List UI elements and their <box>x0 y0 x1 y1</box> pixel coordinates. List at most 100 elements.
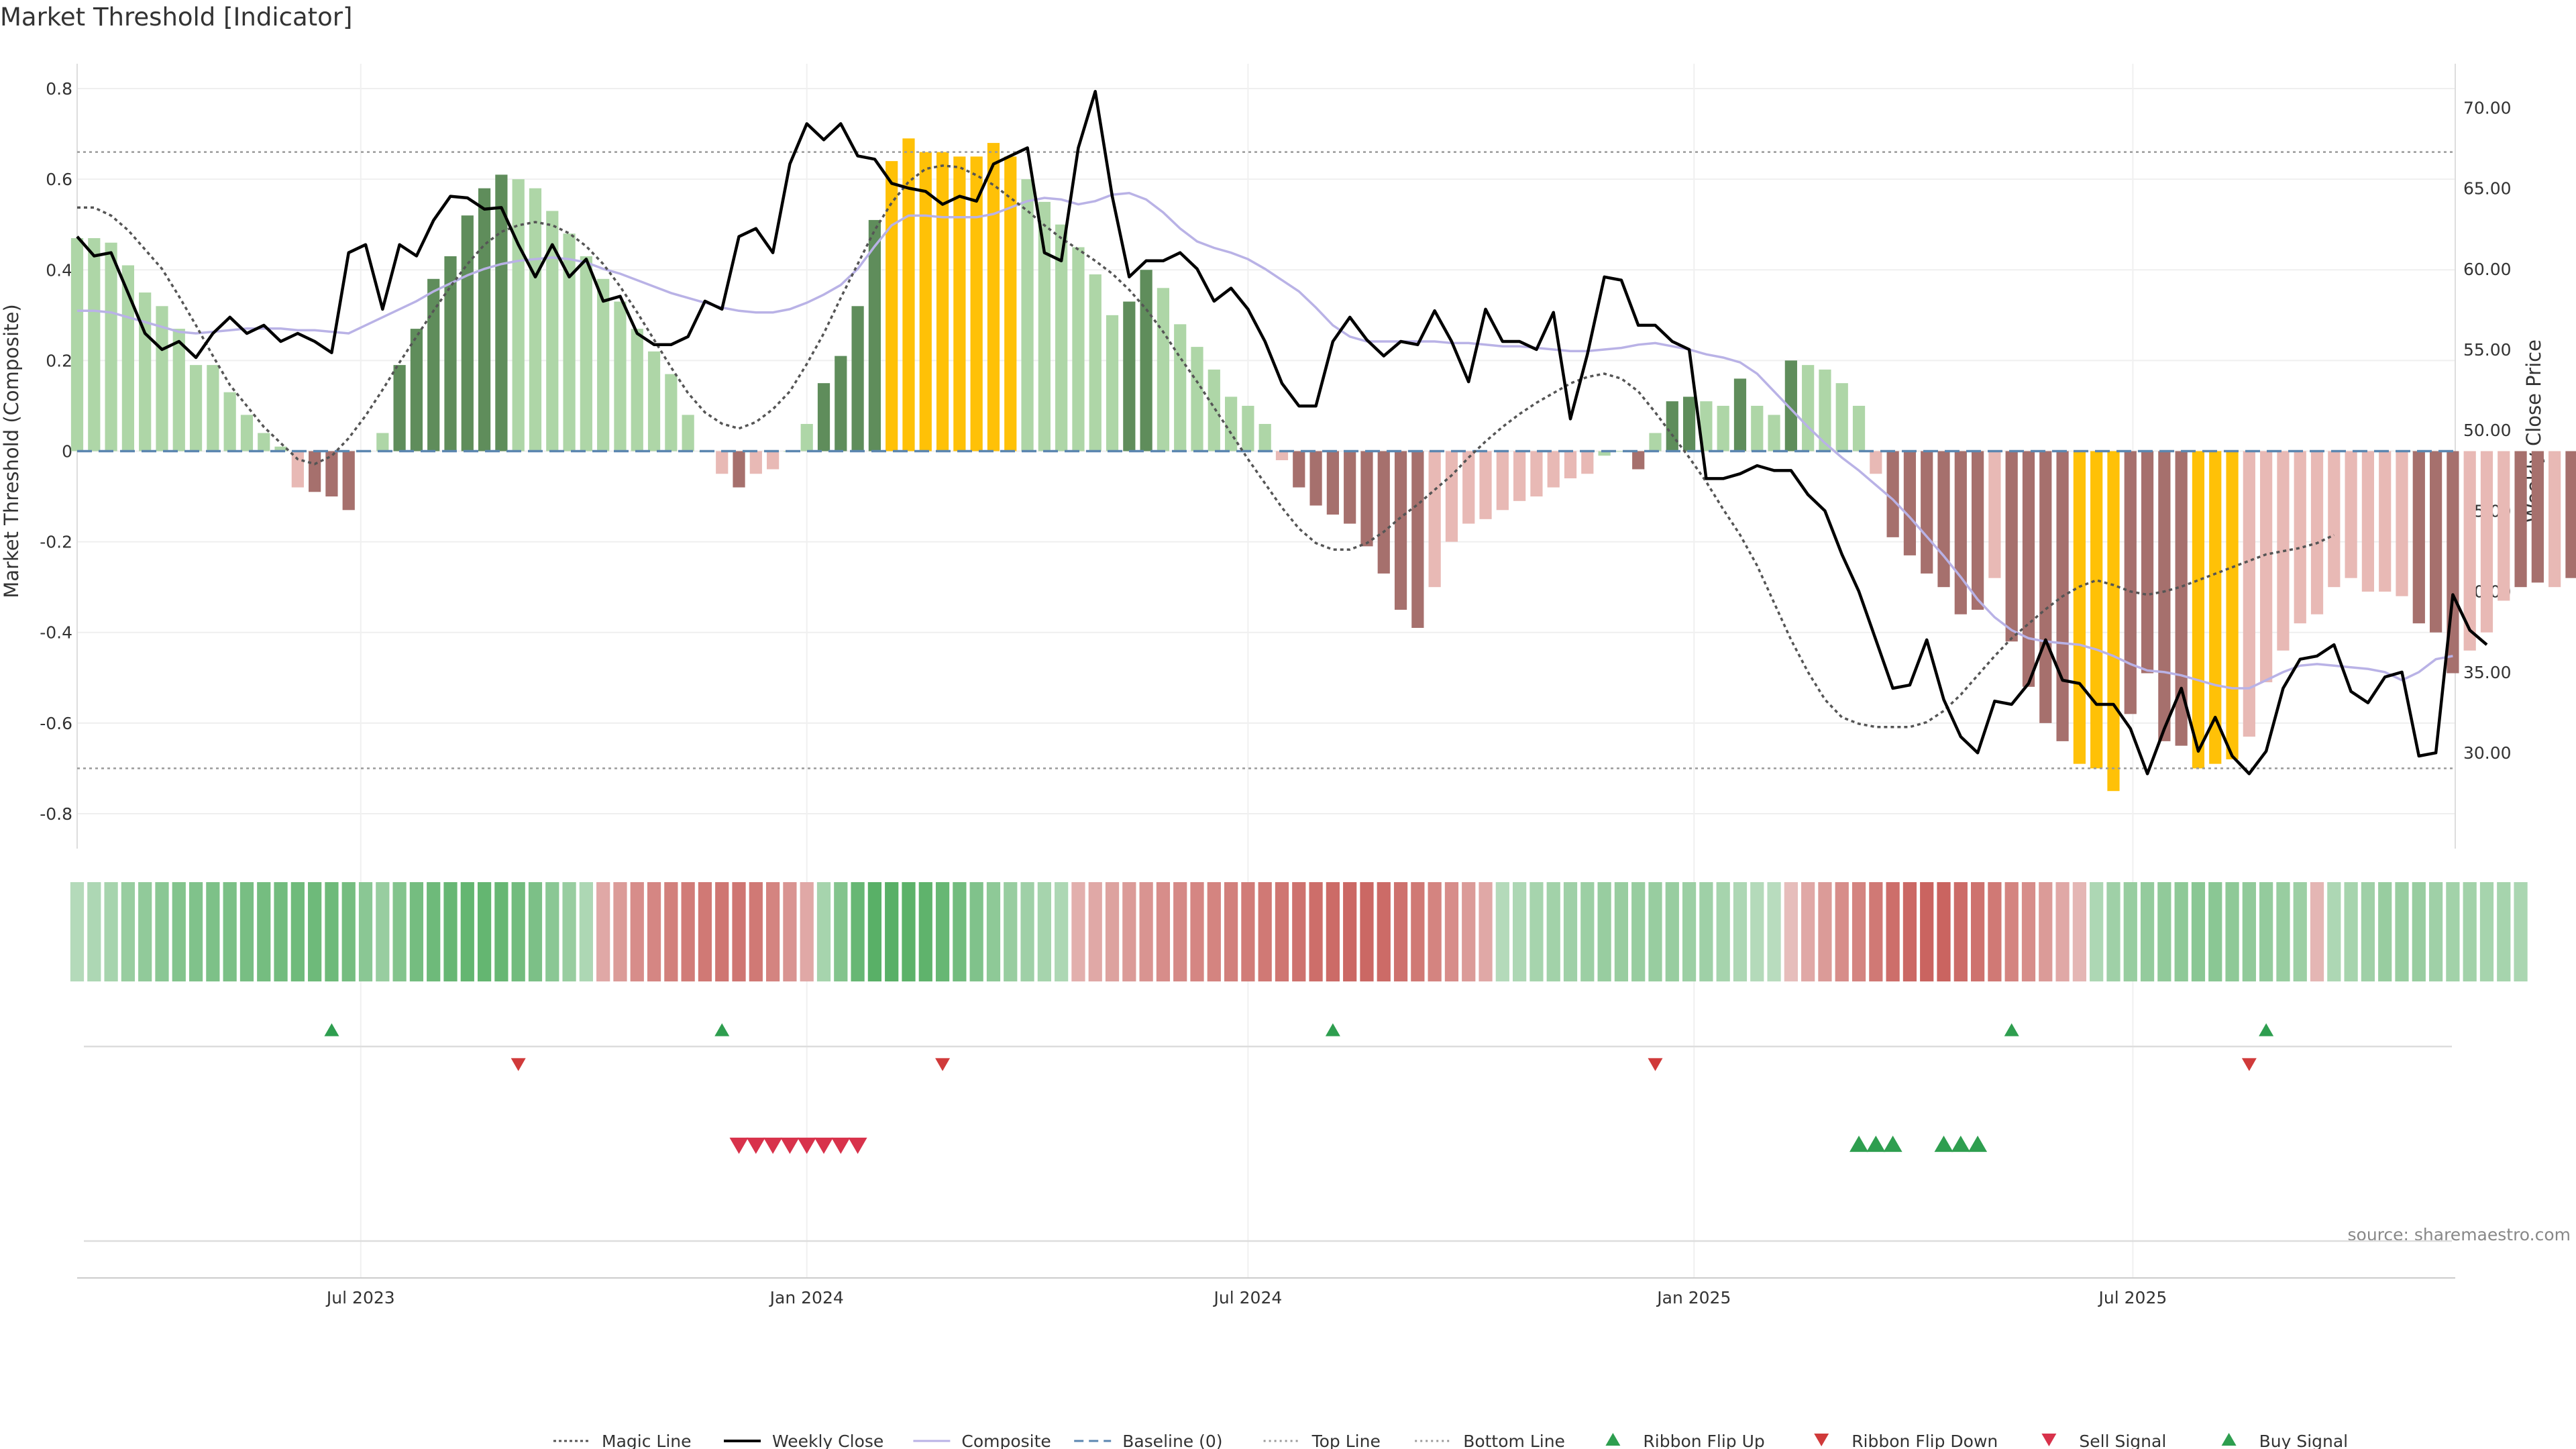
ribbon-cell <box>443 882 458 981</box>
composite-bar <box>1988 451 2001 578</box>
ribbon-cell <box>1224 882 1238 981</box>
buy-signal-marker <box>1968 1135 1988 1152</box>
composite-bar <box>1072 247 1085 451</box>
composite-bar <box>2429 451 2443 633</box>
ribbon-cell <box>1139 882 1153 981</box>
composite-bar <box>716 451 729 474</box>
ribbon-cell <box>1851 882 1866 981</box>
composite-bar <box>2379 451 2392 592</box>
composite-bar <box>1547 451 1560 488</box>
composite-bar <box>749 451 762 474</box>
ribbon-cell <box>766 882 780 981</box>
buy-signal-marker <box>1866 1135 1886 1152</box>
ribbon-cell <box>749 882 763 981</box>
ribbon-cell <box>1818 882 1832 981</box>
ribbon-cell <box>2021 882 2036 981</box>
ribbon-cell <box>613 882 627 981</box>
composite-bar <box>1903 451 1917 555</box>
composite-bar <box>1666 401 1678 451</box>
legend-label: Ribbon Flip Down <box>1851 1432 1998 1449</box>
composite-bar <box>970 156 983 451</box>
x-tick-label: Jul 2024 <box>1213 1288 1283 1307</box>
sell-signal-marker <box>763 1137 783 1155</box>
composite-bar <box>2158 451 2171 741</box>
composite-bar <box>2412 451 2425 624</box>
ribbon-cell <box>1733 882 1748 981</box>
ribbon-cell <box>1479 882 1493 981</box>
composite-bar <box>1038 201 1051 451</box>
composite-bar <box>2565 451 2576 578</box>
composite-bar <box>1360 451 1373 547</box>
ribbon-cell <box>1343 882 1357 981</box>
legend-item: Ribbon Flip Up <box>1605 1432 1765 1449</box>
legend-label: Ribbon Flip Up <box>1643 1432 1764 1449</box>
sell-signal-marker <box>729 1137 749 1155</box>
y2-tick-label: 30.00 <box>2463 743 2512 763</box>
ribbon-cell <box>1444 882 1459 981</box>
composite-bar <box>274 446 287 451</box>
composite-bar <box>936 152 949 451</box>
ribbon-cell <box>1020 882 1034 981</box>
composite-bar <box>1530 451 1543 497</box>
y-tick-label: -0.4 <box>40 623 72 643</box>
composite-bar <box>291 451 304 488</box>
y2-tick-label: 60.00 <box>2463 260 2512 279</box>
composite-bar <box>189 365 203 451</box>
ribbon-cell <box>1953 882 1968 981</box>
composite-bar <box>1819 369 1831 451</box>
buy-signal-marker <box>1883 1135 1902 1152</box>
ribbon-cell <box>681 882 695 981</box>
ribbon-cell <box>1411 882 1425 981</box>
composite-bar <box>1445 451 1458 542</box>
ribbon-cell <box>2174 882 2188 981</box>
legend-label: Magic Line <box>602 1432 692 1449</box>
composite-bar <box>902 138 915 451</box>
ribbon-cell <box>1988 882 2002 981</box>
composite-bar <box>410 329 423 451</box>
composite-bar <box>987 143 1000 451</box>
legend-item: Sell Signal <box>2041 1432 2166 1449</box>
composite-bar <box>2531 451 2544 583</box>
ribbon-flip-down-marker <box>2241 1058 2257 1071</box>
ribbon-cell <box>630 882 644 981</box>
composite-bar <box>2345 451 2357 578</box>
ribbon-flip-down-marker <box>511 1058 526 1071</box>
ribbon-cell <box>2191 882 2206 981</box>
ribbon-cell <box>1546 882 1560 981</box>
composite-bar <box>309 451 321 492</box>
ribbon-cell <box>290 882 305 981</box>
ribbon-flip-up-marker <box>714 1023 730 1036</box>
y-tick-label: 0.6 <box>46 170 72 189</box>
ribbon-cell <box>1105 882 1120 981</box>
composite-bar <box>1682 396 1696 451</box>
composite-bar <box>70 237 84 451</box>
composite-bar <box>1123 301 1136 451</box>
composite-line <box>77 192 2453 690</box>
x-tick-label: Jan 2025 <box>1656 1288 1731 1307</box>
ribbon-cell <box>325 882 339 981</box>
legend-item: Composite <box>913 1432 1051 1449</box>
ribbon-cell <box>2072 882 2087 981</box>
ribbon-cell <box>1190 882 1204 981</box>
sell-signal-marker <box>814 1137 834 1155</box>
composite-bar <box>1581 451 1594 474</box>
ribbon-cell <box>2004 882 2019 981</box>
ribbon-cell <box>1529 882 1544 981</box>
ribbon-cell <box>2378 882 2392 981</box>
composite-bar <box>105 242 117 451</box>
composite-bar <box>1717 405 1729 451</box>
composite-bar <box>1954 451 1967 614</box>
y-tick-label: -0.2 <box>40 533 72 552</box>
ribbon-cell <box>1071 882 1085 981</box>
composite-bar <box>1326 451 1339 515</box>
x-tick-label: Jul 2025 <box>2098 1288 2167 1307</box>
composite-bar <box>2361 451 2375 592</box>
ribbon-cell <box>2090 882 2104 981</box>
composite-bar <box>597 278 610 451</box>
ribbon-cell <box>460 882 474 981</box>
composite-bar <box>2022 451 2035 687</box>
page-title: Market Threshold [Indicator] <box>0 3 353 32</box>
composite-bar <box>1411 451 1424 628</box>
legend-label: Baseline (0) <box>1122 1432 1222 1449</box>
